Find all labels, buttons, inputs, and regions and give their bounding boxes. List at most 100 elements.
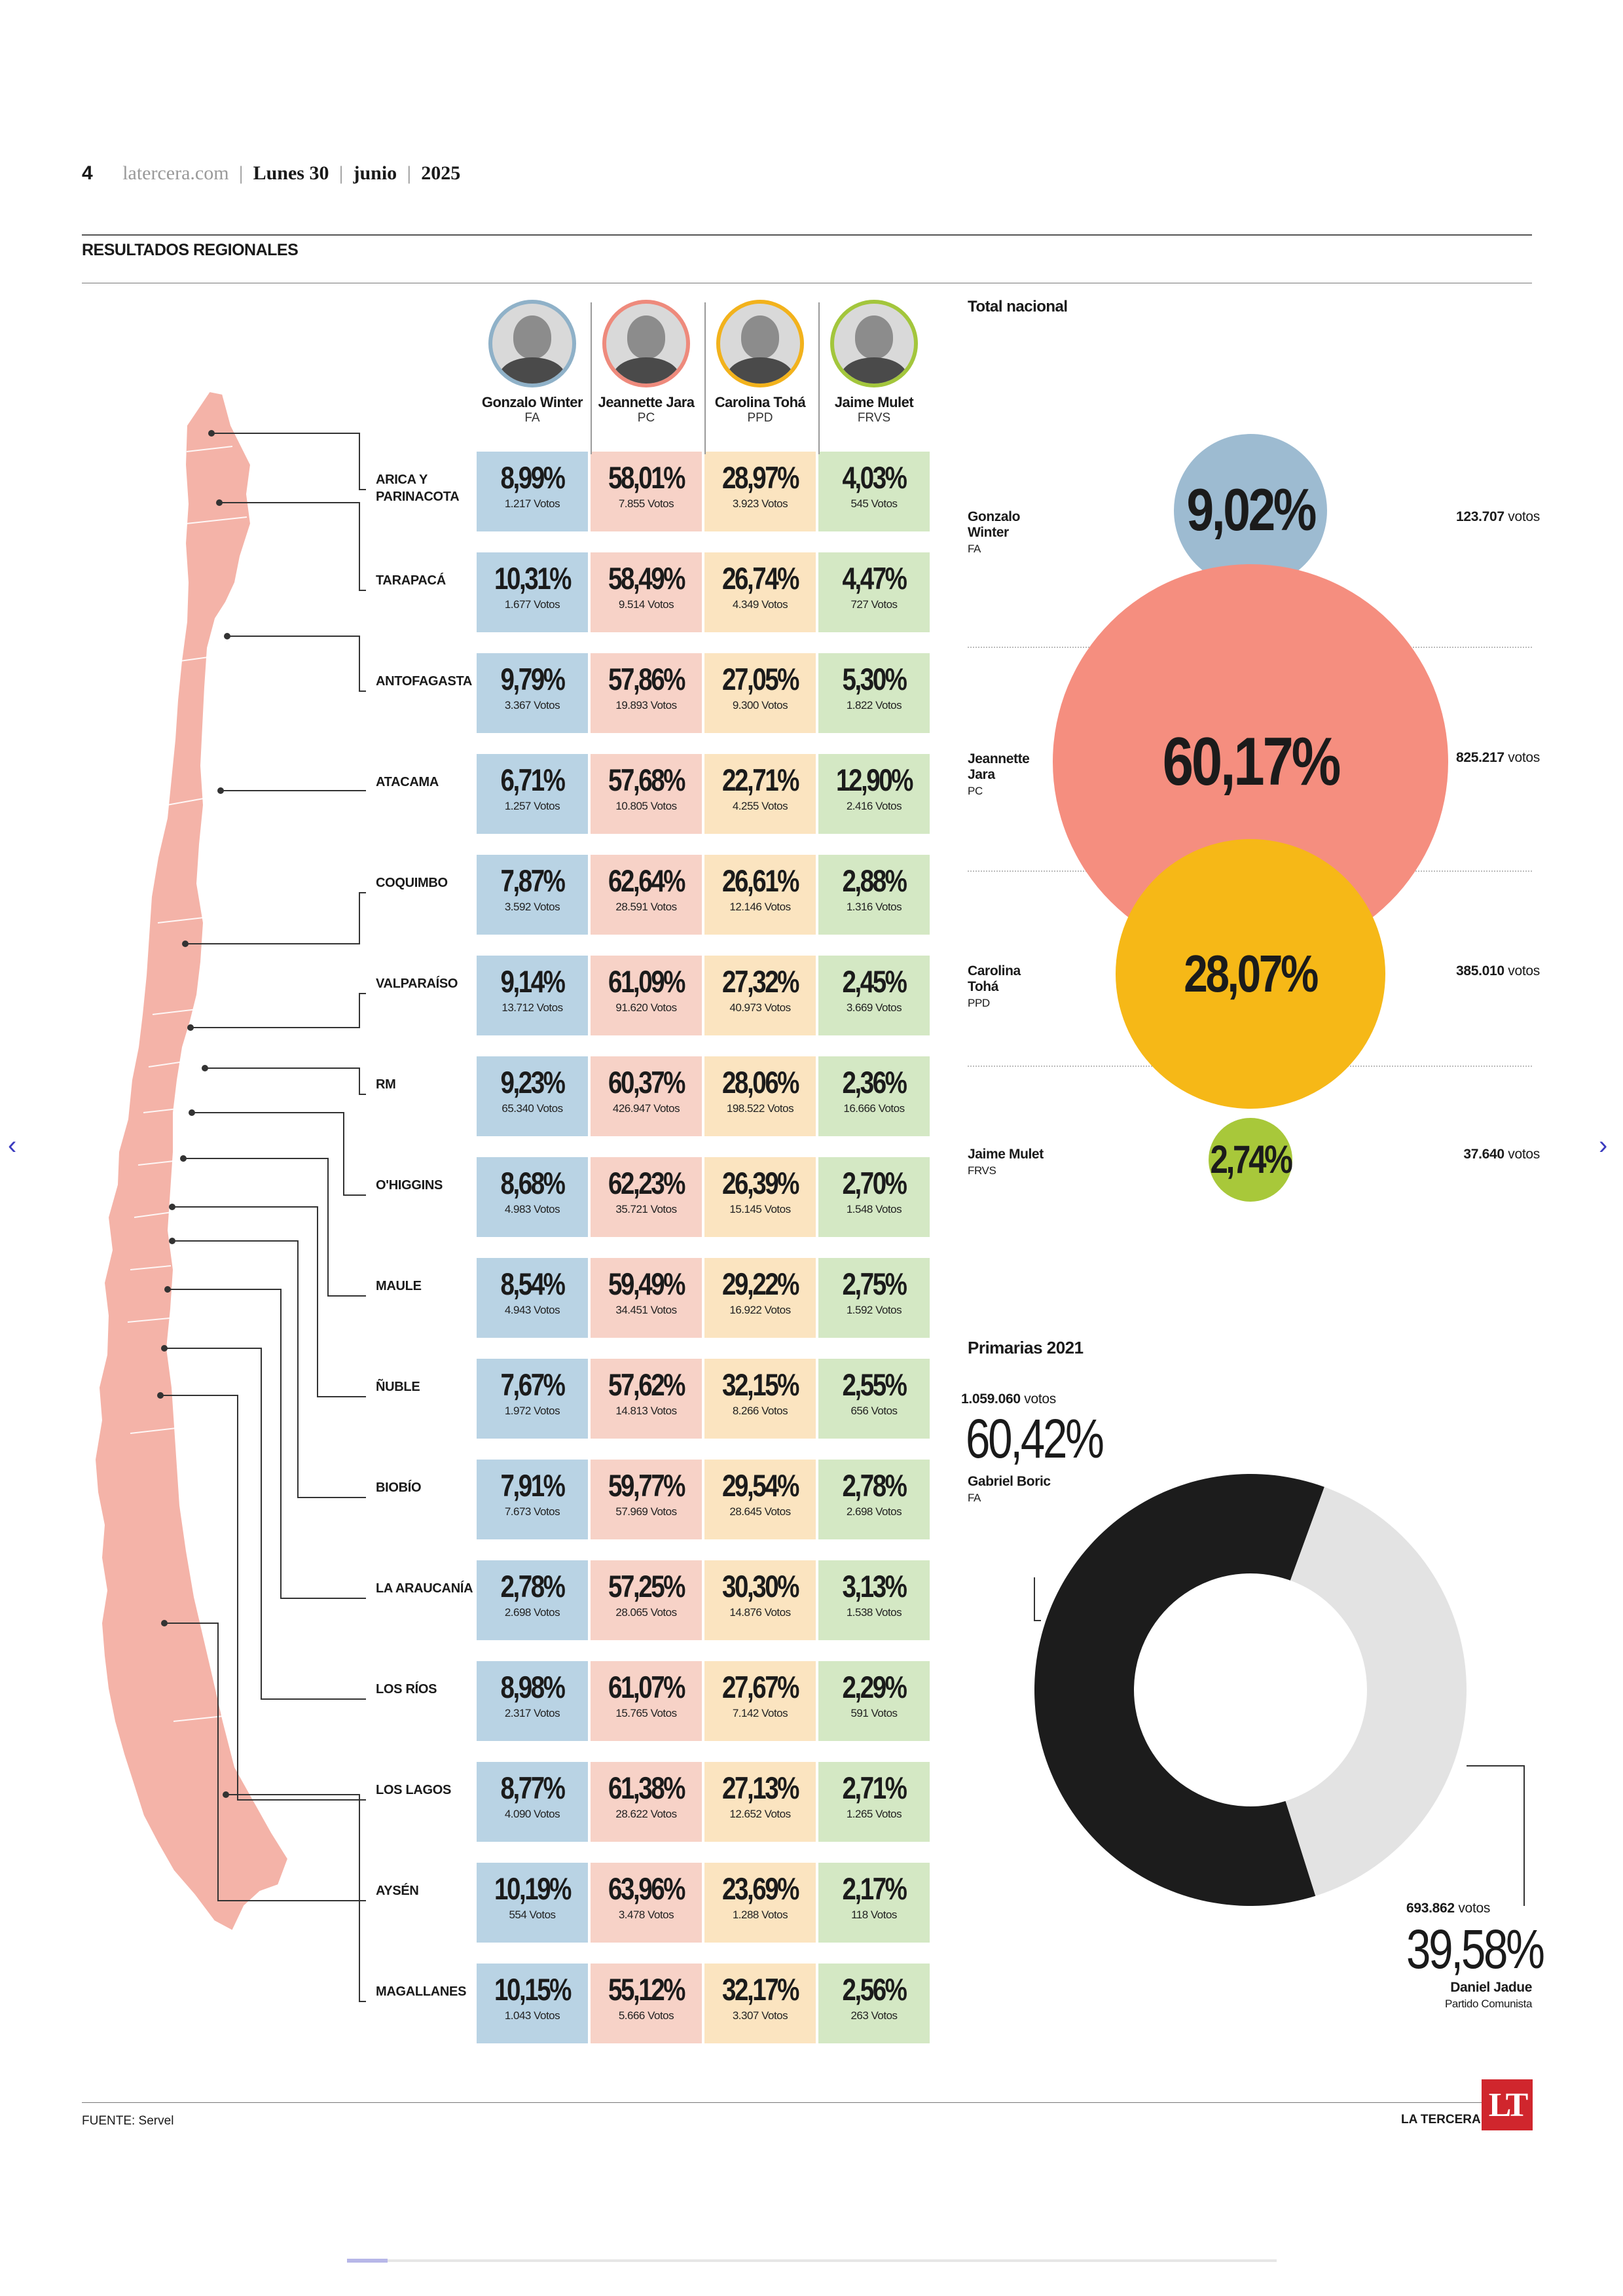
result-percent: 26,74% [722, 561, 799, 596]
result-cell: 58,01% 7.855 Votos [591, 452, 702, 531]
site-name[interactable]: latercera.com [122, 162, 229, 184]
result-votes: 3.307 Votos [732, 2009, 788, 2022]
jadue-votes: 693.862 votos [1406, 1901, 1491, 1916]
result-cell: 10,15% 1.043 Votos [477, 1964, 588, 2043]
column-separator [818, 302, 820, 454]
column-separator [704, 302, 706, 454]
result-cell: 7,67% 1.972 Votos [477, 1359, 588, 1439]
region-label: ÑUBLE [376, 1380, 420, 1394]
result-cell: 4,47% 727 Votos [818, 552, 930, 632]
result-votes: 4.090 Votos [504, 1808, 560, 1820]
region-label: AYSÉN [376, 1884, 419, 1898]
result-cell: 61,09% 91.620 Votos [591, 956, 702, 1035]
result-votes: 4.943 Votos [504, 1304, 560, 1316]
result-cell: 57,68% 10.805 Votos [591, 754, 702, 834]
result-percent: 28,97% [722, 460, 799, 495]
result-percent: 60,37% [608, 1065, 685, 1100]
result-votes: 1.822 Votos [846, 699, 902, 711]
result-cell: 2,70% 1.548 Votos [818, 1157, 930, 1237]
primaries-donut [1034, 1474, 1525, 1906]
avatar [488, 300, 576, 387]
result-percent: 8,77% [500, 1770, 566, 1805]
result-cell: 29,22% 16.922 Votos [704, 1258, 816, 1338]
result-votes: 3.592 Votos [504, 901, 560, 913]
result-votes: 5.666 Votos [618, 2009, 674, 2022]
result-cell: 30,30% 14.876 Votos [704, 1560, 816, 1640]
result-votes: 12.146 Votos [729, 901, 791, 913]
candidate-header: Gonzalo Winter FA [477, 300, 588, 425]
result-percent: 63,96% [608, 1871, 685, 1906]
national-bubble: 2,74% [1208, 1117, 1293, 1202]
result-cell: 2,29% 591 Votos [818, 1661, 930, 1741]
candidate-party: PPD [747, 411, 773, 425]
result-votes: 3.367 Votos [504, 699, 560, 711]
result-cell: 2,78% 2.698 Votos [477, 1560, 588, 1640]
result-cell: 6,71% 1.257 Votos [477, 754, 588, 834]
national-name: Gonzalo Winter FA [968, 509, 1021, 555]
date-month: junio [353, 162, 397, 184]
result-cell: 59,49% 34.451 Votos [591, 1258, 702, 1338]
boric-pct: 60,42% [966, 1408, 1104, 1469]
brand-logo: LT [1482, 2079, 1533, 2130]
region-label: O'HIGGINS [376, 1178, 443, 1193]
result-cell: 2,17% 118 Votos [818, 1863, 930, 1943]
national-pct: 2,74% [1210, 1138, 1292, 1182]
result-percent: 62,64% [608, 863, 685, 898]
result-votes: 15.145 Votos [729, 1203, 791, 1215]
result-cell: 23,69% 1.288 Votos [704, 1863, 816, 1943]
scroll-thumb[interactable] [347, 2259, 388, 2263]
region-label: TARAPACÁ [376, 573, 446, 588]
result-cell: 9,23% 65.340 Votos [477, 1056, 588, 1136]
result-cell: 26,61% 12.146 Votos [704, 855, 816, 935]
result-cell: 8,68% 4.983 Votos [477, 1157, 588, 1237]
result-cell: 12,90% 2.416 Votos [818, 754, 930, 834]
result-percent: 27,05% [722, 662, 799, 696]
result-percent: 5,30% [842, 662, 907, 696]
avatar [830, 300, 918, 387]
result-votes: 12.652 Votos [729, 1808, 791, 1820]
result-cell: 26,74% 4.349 Votos [704, 552, 816, 632]
result-percent: 2,71% [842, 1770, 907, 1805]
result-percent: 28,06% [722, 1065, 799, 1100]
scroll-track[interactable] [347, 2259, 1277, 2263]
national-votes: 825.217 votos [1455, 750, 1540, 765]
result-percent: 6,71% [500, 762, 566, 797]
region-label: RM [376, 1077, 396, 1092]
result-votes: 118 Votos [851, 1909, 897, 1921]
result-cell: 27,05% 9.300 Votos [704, 653, 816, 733]
footer-rule [82, 2102, 1532, 2103]
result-votes: 7.673 Votos [504, 1505, 560, 1518]
result-cell: 58,49% 9.514 Votos [591, 552, 702, 632]
chevron-left-icon[interactable]: ‹ [8, 1131, 17, 1160]
result-votes: 1.316 Votos [846, 901, 902, 913]
result-cell: 32,17% 3.307 Votos [704, 1964, 816, 2043]
result-percent: 9,79% [500, 662, 566, 696]
chevron-right-icon[interactable]: › [1599, 1131, 1608, 1160]
result-votes: 1.043 Votos [504, 2009, 560, 2022]
region-label: ATACAMA [376, 775, 439, 789]
result-percent: 55,12% [608, 1972, 685, 2007]
result-cell: 2,55% 656 Votos [818, 1359, 930, 1439]
result-votes: 1.288 Votos [732, 1909, 788, 1921]
result-votes: 2.416 Votos [846, 800, 902, 812]
result-percent: 9,14% [500, 964, 566, 999]
region-label: BIOBÍO [376, 1480, 422, 1495]
result-votes: 2.317 Votos [504, 1707, 560, 1719]
result-votes: 16.922 Votos [729, 1304, 791, 1316]
result-votes: 1.972 Votos [504, 1405, 560, 1417]
result-cell: 9,79% 3.367 Votos [477, 653, 588, 733]
result-percent: 2,70% [842, 1166, 907, 1200]
result-votes: 9.514 Votos [618, 598, 674, 611]
result-cell: 5,30% 1.822 Votos [818, 653, 930, 733]
result-cell: 59,77% 57.969 Votos [591, 1460, 702, 1539]
result-percent: 2,17% [842, 1871, 907, 1906]
result-percent: 57,86% [608, 662, 685, 696]
result-votes: 65.340 Votos [501, 1102, 563, 1115]
result-cell: 2,71% 1.265 Votos [818, 1762, 930, 1842]
result-percent: 10,15% [494, 1972, 572, 2007]
candidate-name: Gonzalo Winter [481, 394, 583, 410]
donut-slice-boric [1034, 1474, 1324, 1906]
result-votes: 91.620 Votos [615, 1001, 677, 1014]
region-label: MAGALLANES [376, 1984, 467, 1999]
national-votes: 37.640 votos [1463, 1147, 1540, 1162]
